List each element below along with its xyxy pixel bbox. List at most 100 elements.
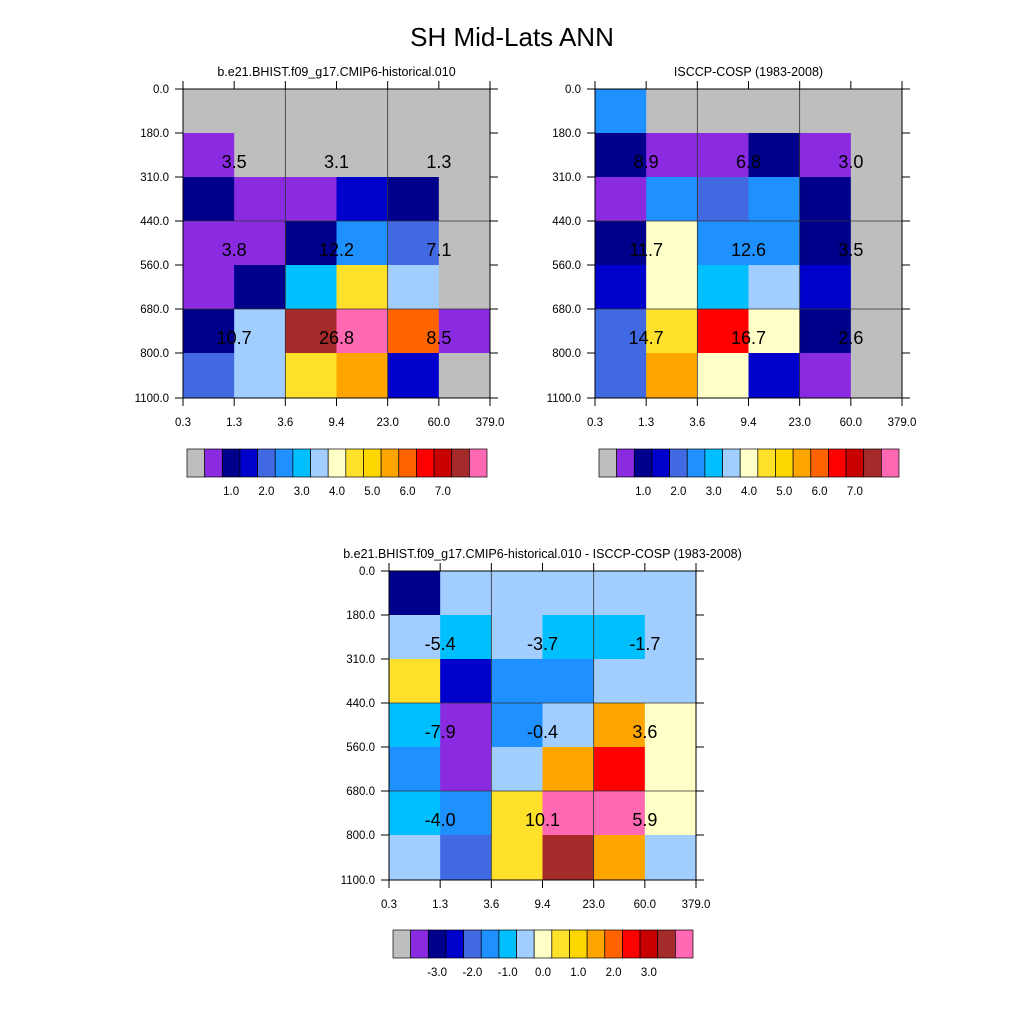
colorbar-swatch bbox=[828, 448, 847, 478]
box-value-label: 3.0 bbox=[838, 152, 863, 172]
heatmap-cell bbox=[183, 353, 235, 399]
x-tick-label: 0.3 bbox=[587, 417, 603, 429]
heatmap-cell bbox=[799, 221, 852, 266]
heatmap-cell bbox=[593, 659, 646, 704]
colorbar-swatch bbox=[398, 448, 417, 478]
x-tick-label: 60.0 bbox=[428, 417, 450, 429]
panel-model: b.e21.BHIST.f09_g17.CMIP6-historical.010… bbox=[135, 65, 505, 498]
heatmap-cell bbox=[336, 221, 389, 266]
box-value-label: 12.2 bbox=[319, 240, 354, 260]
heatmap-cell bbox=[438, 309, 491, 354]
heatmap-cell bbox=[438, 89, 491, 134]
y-tick-label: 0.0 bbox=[359, 566, 375, 578]
colorbar-label: 1.0 bbox=[635, 486, 651, 498]
x-tick-label: 60.0 bbox=[634, 899, 656, 911]
heatmap-cell bbox=[440, 571, 492, 616]
y-tick-label: 800.0 bbox=[140, 348, 169, 360]
heatmap-cell bbox=[748, 353, 801, 399]
heatmap-cell bbox=[799, 353, 852, 399]
y-tick-label: 560.0 bbox=[140, 260, 169, 272]
box-value-label: 10.7 bbox=[217, 328, 252, 348]
heatmap-cell bbox=[595, 265, 647, 310]
heatmap-cell bbox=[336, 309, 389, 354]
box-value-label: 16.7 bbox=[731, 328, 766, 348]
x-tick-label: 3.6 bbox=[689, 417, 705, 429]
colorbar-swatch bbox=[551, 929, 570, 959]
colorbar-swatch bbox=[327, 448, 347, 478]
x-tick-label: 1.3 bbox=[432, 899, 448, 911]
heatmap-cell bbox=[234, 221, 286, 266]
box-value-label: 26.8 bbox=[319, 328, 354, 348]
y-tick-label: 440.0 bbox=[346, 698, 375, 710]
heatmap-cell bbox=[389, 659, 441, 704]
heatmap-cell bbox=[542, 747, 595, 792]
heatmap-cell bbox=[285, 309, 337, 354]
heatmap-cell bbox=[697, 353, 749, 399]
colorbar-swatch bbox=[204, 448, 223, 478]
box-value-label: 6.8 bbox=[736, 152, 761, 172]
heatmap-cell bbox=[389, 703, 441, 748]
colorbar-swatch bbox=[757, 448, 776, 478]
heatmap-cell bbox=[646, 353, 698, 399]
colorbar-label: 5.0 bbox=[364, 486, 380, 498]
x-tick-label: 379.0 bbox=[682, 899, 711, 911]
box-value-label: -7.9 bbox=[425, 722, 456, 742]
heatmap-cell bbox=[644, 659, 697, 704]
box-value-label: 11.7 bbox=[629, 240, 663, 260]
heatmap-cell bbox=[285, 133, 337, 178]
colorbar-swatch bbox=[657, 929, 676, 959]
heatmap-cell bbox=[285, 89, 337, 134]
heatmap-cell bbox=[593, 835, 646, 881]
colorbar-swatch bbox=[669, 448, 688, 478]
colorbar-label: 2.0 bbox=[258, 486, 274, 498]
heatmap-cell bbox=[234, 133, 286, 178]
heatmap-cell bbox=[850, 309, 903, 354]
colorbar-swatch bbox=[845, 448, 865, 478]
heatmap-cell bbox=[389, 791, 441, 836]
heatmap-cell bbox=[387, 89, 440, 134]
colorbar-swatch bbox=[239, 448, 258, 478]
heatmap-cell bbox=[646, 133, 698, 178]
colorbar-label: 1.0 bbox=[570, 967, 586, 979]
heatmap-cell bbox=[491, 659, 543, 704]
colorbar-swatch bbox=[345, 448, 364, 478]
y-tick-label: 0.0 bbox=[153, 84, 169, 96]
heatmap-cell bbox=[697, 177, 749, 222]
box-value-label: 3.5 bbox=[222, 152, 247, 172]
heatmap-cell bbox=[646, 221, 698, 266]
y-tick-label: 1100.0 bbox=[341, 875, 375, 887]
box-value-label: -3.7 bbox=[527, 634, 558, 654]
heatmap-cell bbox=[799, 177, 852, 222]
y-tick-label: 800.0 bbox=[346, 830, 375, 842]
colorbar-swatch bbox=[469, 448, 488, 478]
colorbar-label: 7.0 bbox=[435, 486, 451, 498]
x-tick-label: 23.0 bbox=[376, 417, 398, 429]
colorbar-label: 5.0 bbox=[776, 486, 792, 498]
x-tick-label: 9.4 bbox=[329, 417, 346, 429]
colorbar-label: 3.0 bbox=[641, 967, 657, 979]
colorbar-swatch bbox=[569, 929, 588, 959]
colorbar-swatch bbox=[380, 448, 400, 478]
colorbar-swatch bbox=[392, 929, 411, 959]
subplot-title: ISCCP-COSP (1983-2008) bbox=[674, 65, 823, 79]
box-value-label: 8.5 bbox=[426, 328, 451, 348]
x-tick-label: 379.0 bbox=[476, 417, 505, 429]
heatmap-cell bbox=[850, 221, 903, 266]
figure-title: SH Mid-Lats ANN bbox=[410, 22, 614, 52]
heatmap-cell bbox=[644, 835, 697, 881]
y-tick-label: 180.0 bbox=[552, 128, 581, 140]
heatmap-cell bbox=[387, 353, 440, 399]
box-value-label: 7.1 bbox=[426, 240, 451, 260]
x-tick-label: 3.6 bbox=[483, 899, 499, 911]
heatmap-cell bbox=[438, 353, 491, 399]
colorbar-swatch bbox=[722, 448, 741, 478]
heatmap-cell bbox=[183, 133, 235, 178]
heatmap-cell bbox=[183, 177, 235, 222]
colorbar-swatch bbox=[433, 448, 453, 478]
box-value-label: 3.5 bbox=[838, 240, 863, 260]
box-value-label: 3.6 bbox=[632, 722, 657, 742]
box-value-label: -1.7 bbox=[629, 634, 660, 654]
colorbar-swatch bbox=[686, 448, 706, 478]
heatmap-cell bbox=[542, 659, 595, 704]
